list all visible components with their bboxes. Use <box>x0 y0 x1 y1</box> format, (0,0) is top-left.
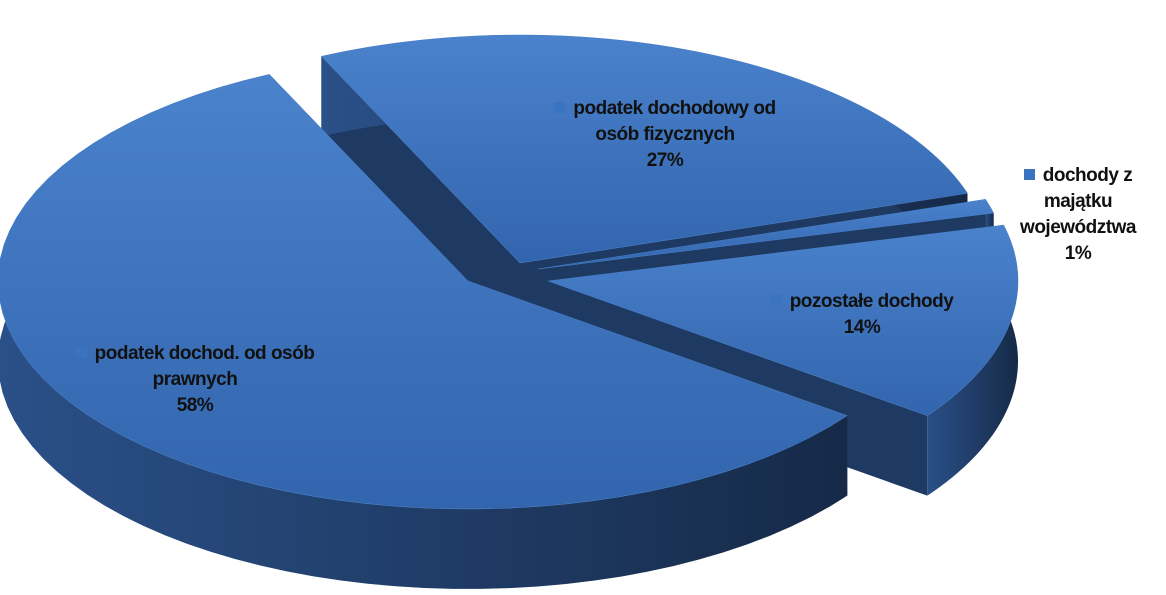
data-label: podatek dochod. od osób prawnych 58% <box>65 341 325 419</box>
legend-key <box>75 347 87 358</box>
category-label: dochody z majątku województwa <box>1020 165 1136 238</box>
slice-side <box>927 225 1018 496</box>
slice-top <box>320 34 968 264</box>
value-label: 58% <box>176 395 214 416</box>
slice-wall <box>321 56 520 344</box>
value-label: 27% <box>646 150 684 171</box>
legend-key <box>554 102 566 113</box>
data-label: podatek dochodowy od osób fizycznych 27% <box>545 96 785 174</box>
slice-side <box>0 74 848 589</box>
value-label: 1% <box>1064 243 1092 264</box>
slice-top <box>547 224 1019 416</box>
slice-top <box>537 199 995 270</box>
category-label: pozostałe dochody <box>789 291 954 312</box>
category-label: podatek dochod. od osób prawnych <box>94 343 315 390</box>
data-label: pozostałe dochody 14% <box>732 289 992 341</box>
legend-key <box>1023 169 1035 180</box>
category-label: podatek dochodowy od osób fizycznych <box>573 98 776 145</box>
slice-top <box>0 74 848 510</box>
value-label: 14% <box>843 317 881 338</box>
legend-key <box>770 295 782 306</box>
slice <box>0 74 848 589</box>
data-label: dochody z majątku województwa 1% <box>1003 163 1153 267</box>
